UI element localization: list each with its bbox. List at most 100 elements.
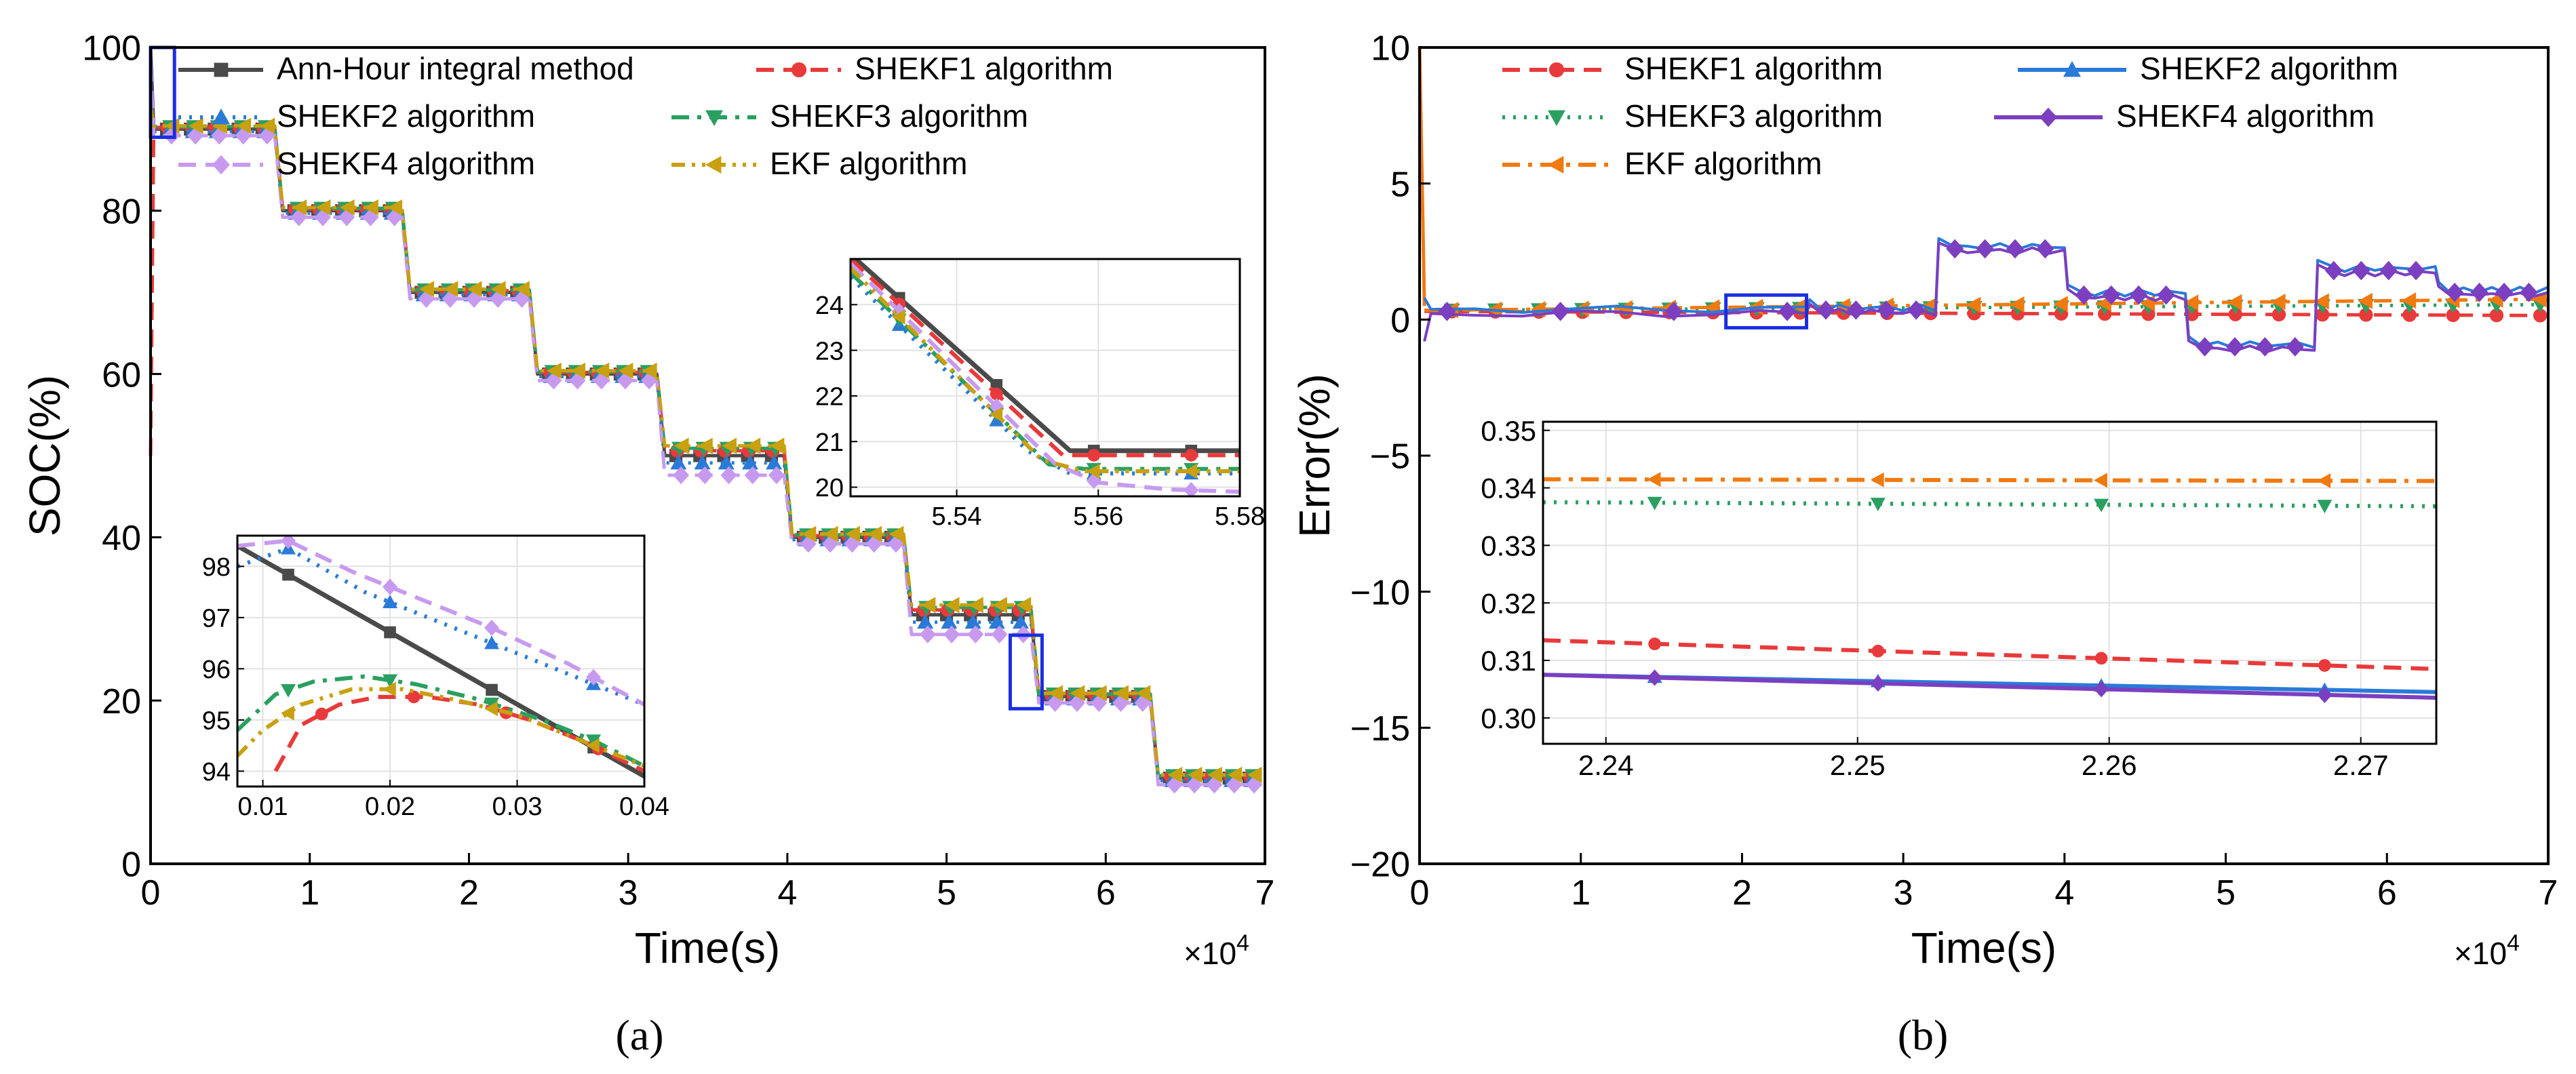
- legend-swatch-marker: [212, 155, 230, 175]
- panel-b-y-label: Error(%): [1290, 374, 1339, 538]
- inset-a1-series-marker: [383, 681, 396, 697]
- series-marker: [1966, 296, 1981, 313]
- series-marker: [2358, 292, 2373, 309]
- panel-a-x-label: Time(s): [635, 923, 780, 972]
- inset-b-ytick-label: 0.35: [1481, 415, 1536, 447]
- inset-b-series-marker: [1647, 496, 1662, 511]
- panel-a-ytick-label: 60: [102, 355, 141, 395]
- inset-a1-series-shekf3-algorithm: [237, 674, 644, 768]
- inset-a1-series-marker: [281, 536, 296, 549]
- inset-a2-series-marker: [1184, 449, 1198, 462]
- series-marker: [1012, 614, 1029, 629]
- inset-b-series-marker: [1648, 637, 1661, 650]
- series-marker: [698, 437, 713, 454]
- series-marker: [1206, 776, 1223, 794]
- panel-a-frame: [149, 46, 1266, 865]
- panel-b-caption: (b): [1898, 1011, 1949, 1059]
- panel-a-xtick-label: 1: [300, 873, 319, 913]
- panel-b-x-multiplier: ×104: [2454, 930, 2520, 971]
- series-marker: [2271, 307, 2286, 322]
- series-marker: [1817, 300, 1835, 320]
- panel-b: 0 1 2 3 4 5 6 7 −20 −15 −10 −5 0 5 10 Time(s) Error(%)…: [1290, 29, 2558, 1059]
- inset-a1-series-line: [237, 687, 644, 768]
- inset-a1-series-shekf4-algorithm: [237, 536, 644, 707]
- inset-a1-series-line: [237, 546, 644, 707]
- series-marker: [2130, 285, 2148, 305]
- inset-a2-series-marker: [1086, 472, 1101, 490]
- series-marker: [2446, 282, 2464, 302]
- panel-a-ytick-label: 40: [102, 519, 141, 558]
- inset-a1-series-marker: [407, 690, 421, 704]
- inset-b-series-marker: [1871, 644, 1885, 658]
- series-marker: [1226, 776, 1243, 794]
- panel-a-plot-layer: [149, 45, 1263, 794]
- panel-b-xtick-label: 3: [1894, 873, 1913, 913]
- series-marker: [2053, 296, 2068, 313]
- series-marker: [1847, 300, 1865, 320]
- series-marker: [443, 281, 458, 298]
- series-marker: [593, 372, 610, 390]
- legend-swatch-marker: [1548, 110, 1565, 126]
- inset-b-series-line: [1543, 500, 2436, 509]
- inset-b-series-marker: [1647, 472, 1661, 488]
- inset-a2-xtick-label: 5.56: [1073, 502, 1123, 531]
- legend-swatch-marker: [2063, 61, 2081, 77]
- series-marker: [1048, 685, 1063, 702]
- inset-a1-series-marker: [384, 626, 396, 639]
- panel-b-ytick-label: −20: [1350, 846, 1410, 885]
- panel-b-axes: 0 1 2 3 4 5 6 7 −20 −15 −10 −5 0 5 10: [1350, 29, 2558, 913]
- series-marker: [2314, 293, 2329, 310]
- series-marker: [2316, 307, 2330, 322]
- series-marker: [2157, 285, 2175, 305]
- inset-a1-ytick-label: 96: [202, 656, 231, 684]
- series-marker: [1167, 766, 1183, 783]
- legend-item-shekf3-algorithm: SHEKF3 algorithm: [671, 98, 1028, 134]
- series-marker: [1907, 300, 1926, 320]
- series-marker: [964, 614, 981, 629]
- legend-item-shekf1-algorithm: SHEKF1 algorithm: [756, 51, 1113, 86]
- inset-b-series-marker: [2317, 500, 2333, 513]
- panel-b-ytick-label: −5: [1370, 437, 1410, 477]
- series-marker: [338, 208, 355, 226]
- series-marker: [545, 372, 562, 390]
- legend-label: SHEKF3 algorithm: [1624, 98, 1883, 134]
- legend-label: EKF algorithm: [770, 146, 967, 181]
- series-marker: [642, 362, 657, 379]
- inset-b-ytick-label: 0.34: [1481, 473, 1536, 504]
- series-marker: [741, 454, 758, 470]
- legend-swatch-marker: [212, 108, 230, 125]
- inset-b-xtick-label: 2.26: [2082, 749, 2137, 781]
- inset-a1-series-ekf-algorithm: [237, 681, 644, 768]
- panel-a-xtick-label: 0: [141, 873, 161, 913]
- series-marker: [1187, 766, 1203, 783]
- series-marker: [2036, 239, 2054, 259]
- zoom-region-box: [1724, 293, 1809, 330]
- series-marker: [941, 614, 958, 629]
- series-marker: [1976, 239, 1994, 259]
- series-marker: [801, 525, 817, 542]
- inset-a2-series-line: [852, 259, 1240, 454]
- legend-swatch-marker: [2040, 107, 2057, 127]
- inset-b-series-marker: [1647, 669, 1662, 686]
- inset-b-series-marker: [2094, 681, 2109, 698]
- inset-a1-series-marker: [484, 619, 499, 637]
- legend-label: SHEKF1 algorithm: [1624, 51, 1883, 86]
- inset-a1-series-line: [237, 538, 644, 707]
- inset-a2-xtick-label: 5.54: [932, 502, 982, 531]
- inset-a2-series-marker: [891, 309, 905, 325]
- panel-a-xtick-label: 6: [1096, 873, 1116, 913]
- inset-a1-ytick-label: 97: [202, 604, 231, 633]
- series-marker: [673, 466, 690, 485]
- series-marker: [1016, 597, 1032, 614]
- inset-a2-plot: [851, 259, 1240, 496]
- series-marker: [2227, 294, 2242, 311]
- inset-a1-series-marker: [383, 578, 397, 595]
- inset-a1-frame: [236, 534, 646, 788]
- inset-a2-series-line: [851, 259, 1240, 458]
- inset-a2-ytick-label: 21: [815, 429, 844, 457]
- panel-a-caption: (a): [615, 1011, 663, 1059]
- inset-a1-plot: [237, 536, 644, 778]
- legend-label: SHEKF4 algorithm: [277, 146, 535, 181]
